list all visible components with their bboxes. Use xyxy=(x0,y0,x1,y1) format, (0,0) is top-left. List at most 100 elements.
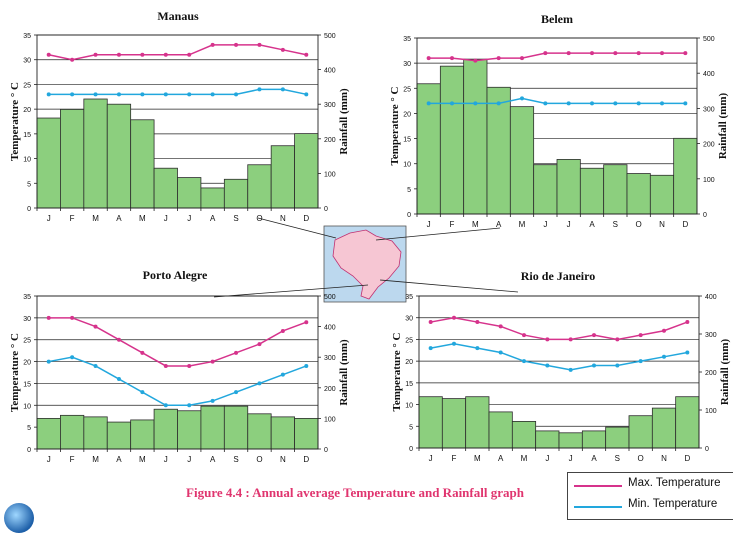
min-temperature-point xyxy=(426,101,431,106)
x-tick-label: J xyxy=(47,455,51,464)
max-temperature-point xyxy=(590,51,594,56)
max-temperature-point xyxy=(210,42,215,47)
min-temperature-point xyxy=(522,359,526,364)
x-tick-label: J xyxy=(545,454,549,463)
max-temperature-point xyxy=(46,315,51,320)
chart-2: Porto Alegre 0 5 10 15 20 25 30 35 0 100 200 300 400 5… xyxy=(9,268,350,464)
max-temperature-point xyxy=(566,51,571,56)
max-temperature-point xyxy=(234,350,239,355)
y2-tick-label: 500 xyxy=(324,33,336,40)
min-temperature-point xyxy=(520,96,524,101)
y-axis-title: Temperature ° C xyxy=(389,86,401,165)
rainfall-bar xyxy=(673,137,698,215)
min-temperature-line xyxy=(48,88,307,96)
y2-tick-label: 300 xyxy=(324,355,336,362)
brazil-map-inset xyxy=(213,217,519,303)
min-temperature-point xyxy=(615,363,620,368)
x-tick-label: A xyxy=(116,455,122,464)
min-temperature-point xyxy=(566,101,571,106)
connector-manaus xyxy=(257,217,337,239)
min-temperature-line xyxy=(430,343,688,371)
legend: Max. Temperature Min. Temperature xyxy=(567,472,733,520)
chart-title: Belem xyxy=(541,12,573,26)
y2-axis-title: Rainfall (mm) xyxy=(338,88,350,155)
y-tick-label: 10 xyxy=(403,162,411,169)
y2-axis-title: Rainfall (mm) xyxy=(338,339,350,406)
y2-tick-label: 200 xyxy=(703,142,715,149)
x-tick-label: J xyxy=(427,220,431,229)
x-tick-label: F xyxy=(450,220,455,229)
y2-tick-label: 100 xyxy=(324,416,336,423)
max-temperature-point xyxy=(638,333,643,338)
y2-tick-label: 0 xyxy=(324,447,328,454)
min-temperature-point xyxy=(116,377,121,382)
min-temperature-point xyxy=(93,363,98,368)
y-tick-label: 10 xyxy=(23,157,31,164)
chart-3: Rio de Janeiro 0 5 10 15 20 25 30 35 0 100 200 300 40… xyxy=(391,269,731,463)
legend-max-row: Max. Temperature xyxy=(574,477,733,493)
min-temperature-point xyxy=(660,101,664,106)
x-tick-label: N xyxy=(280,455,286,464)
rainfall-bar xyxy=(418,396,443,449)
x-tick-label: J xyxy=(569,454,573,463)
y-tick-label: 35 xyxy=(405,294,413,301)
max-temperature-point xyxy=(475,320,480,325)
rainfall-bar xyxy=(130,419,155,450)
rainfall-bar xyxy=(83,98,108,209)
min-temperature-point xyxy=(140,390,145,395)
rainfall-bar xyxy=(556,159,581,215)
y-tick-label: 20 xyxy=(23,107,31,114)
min-temperature-point xyxy=(304,363,309,368)
y2-tick-label: 100 xyxy=(324,171,336,178)
y-tick-label: 15 xyxy=(23,381,31,388)
rainfall-bar xyxy=(651,407,677,449)
max-temperature-point xyxy=(140,52,145,57)
y2-tick-label: 400 xyxy=(324,325,336,332)
max-temperature-point xyxy=(452,315,456,320)
rainfall-bar xyxy=(36,117,61,209)
y-tick-label: 25 xyxy=(405,337,413,344)
x-tick-label: M xyxy=(139,455,146,464)
max-temperature-line xyxy=(428,52,686,62)
max-temperature-point xyxy=(187,52,192,57)
max-temperature-point xyxy=(498,324,503,329)
x-tick-label: F xyxy=(70,214,75,223)
max-temperature-point xyxy=(522,333,526,338)
max-temperature-point xyxy=(140,350,145,355)
y-tick-label: 25 xyxy=(23,82,31,89)
max-temperature-line xyxy=(430,316,688,341)
max-temperature-point xyxy=(685,320,690,325)
x-tick-label: M xyxy=(92,214,99,223)
min-temperature-point xyxy=(568,367,573,372)
x-tick-label: A xyxy=(496,220,502,229)
max-temperature-point xyxy=(163,363,168,368)
rainfall-bar xyxy=(200,187,225,209)
rainfall-bar xyxy=(579,167,605,215)
x-tick-label: M xyxy=(521,454,528,463)
x-tick-label: J xyxy=(187,214,191,223)
min-temperature-point xyxy=(163,92,168,97)
min-temperature-point xyxy=(46,359,51,364)
x-tick-label: N xyxy=(659,220,665,229)
max-temperature-point xyxy=(70,57,75,62)
rainfall-bar xyxy=(36,417,61,450)
min-temperature-point xyxy=(638,359,643,364)
globe-logo-icon xyxy=(4,503,34,533)
y-axis-title: Temperature ° C xyxy=(9,333,21,412)
rainfall-bar xyxy=(558,432,583,449)
min-temperature-point xyxy=(187,403,192,408)
min-temperature-point xyxy=(496,101,501,106)
rainfall-bar xyxy=(441,398,467,449)
y-tick-label: 0 xyxy=(407,212,411,219)
connector-porto-alegre xyxy=(213,284,369,298)
x-tick-label: M xyxy=(139,214,146,223)
x-tick-label: M xyxy=(92,455,99,464)
max-temperature-point xyxy=(615,337,620,342)
x-tick-label: O xyxy=(636,220,642,229)
max-temperature-point xyxy=(70,315,75,320)
min-temperature-point xyxy=(592,363,596,368)
rainfall-bar xyxy=(463,58,488,215)
x-tick-label: N xyxy=(280,214,286,223)
rainfall-bar xyxy=(247,164,272,209)
